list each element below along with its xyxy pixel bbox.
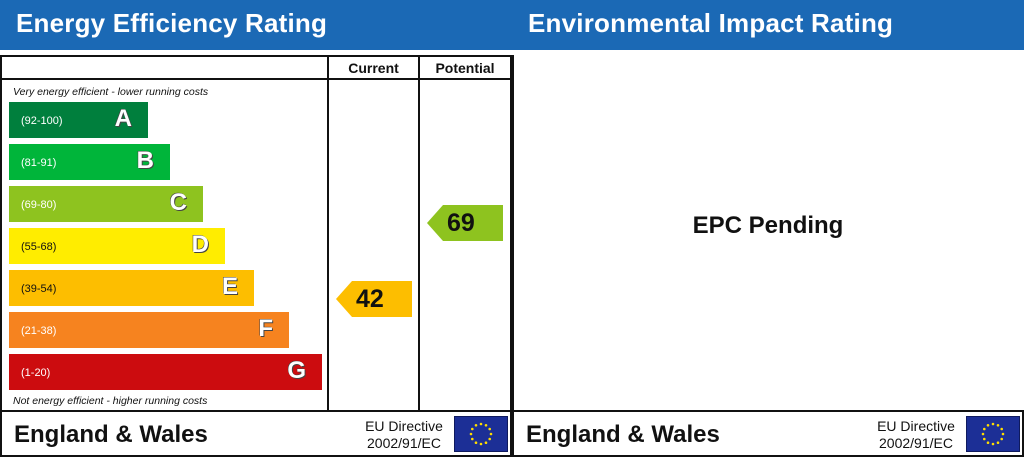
eu-directive-line1: EU Directive (365, 418, 443, 434)
band-letter: D (191, 231, 209, 258)
column-divider (418, 55, 420, 412)
band-f: (21-38) F (9, 312, 289, 348)
energy-title: Energy Efficiency Rating (16, 8, 328, 38)
environmental-impact-panel: Environmental Impact Rating EPC Pending … (512, 0, 1024, 457)
band-range: (39-54) (21, 283, 57, 295)
band-range: (21-38) (21, 325, 57, 337)
band-letter: C (169, 189, 187, 216)
potential-rating-arrow: 69 (427, 205, 503, 241)
eu-directive-line1: EU Directive (877, 418, 955, 434)
eu-directive-line2: 2002/91/EC (879, 435, 953, 451)
band-range: (1-20) (21, 367, 51, 379)
band-range: (69-80) (21, 199, 57, 211)
band-letter: B (136, 147, 154, 174)
band-letter: A (114, 105, 132, 132)
potential-column-header: Potential (435, 60, 495, 76)
energy-efficiency-panel: Energy Efficiency Rating Current Potenti… (0, 0, 512, 457)
eu-directive-text: EU Directive 2002/91/EC (358, 418, 450, 452)
band-c: (69-80) C (9, 186, 203, 222)
epc-pending-status: EPC Pending (692, 212, 844, 239)
arrow-shape-icon (336, 281, 412, 317)
band-range: (55-68) (21, 241, 57, 253)
current-rating-arrow: 42 (336, 281, 412, 317)
region-label: England & Wales (14, 421, 208, 448)
eu-flag-icon (454, 416, 508, 452)
top-caption: Very energy efficient - lower running co… (13, 86, 209, 98)
header-divider (0, 78, 512, 80)
energy-footer (0, 410, 512, 457)
environment-footer (512, 410, 1024, 457)
environment-title: Environmental Impact Rating (528, 8, 894, 38)
current-rating-value: 42 (356, 285, 384, 313)
region-label: England & Wales (526, 421, 720, 448)
energy-banner: Energy Efficiency Rating (0, 0, 512, 50)
band-g: (1-20) G (9, 354, 322, 390)
band-letter: E (221, 273, 238, 300)
panel-divider (512, 55, 514, 457)
eu-flag-icon (966, 416, 1020, 452)
arrow-shape-icon (427, 205, 503, 241)
band-letter: F (258, 315, 273, 342)
band-range: (92-100) (21, 115, 63, 127)
environment-banner: Environmental Impact Rating (512, 0, 1024, 50)
band-a: (92-100) A (9, 102, 148, 138)
eu-directive-text: EU Directive 2002/91/EC (870, 418, 962, 452)
band-e: (39-54) E (9, 270, 254, 306)
column-divider (327, 55, 329, 412)
band-range: (81-91) (21, 157, 57, 169)
potential-rating-value: 69 (447, 209, 475, 237)
eu-directive-line2: 2002/91/EC (367, 435, 441, 451)
band-letter: G (287, 357, 306, 384)
current-column-header: Current (348, 60, 399, 76)
band-b: (81-91) B (9, 144, 170, 180)
band-d: (55-68) D (9, 228, 225, 264)
bottom-caption: Not energy efficient - higher running co… (13, 395, 208, 407)
